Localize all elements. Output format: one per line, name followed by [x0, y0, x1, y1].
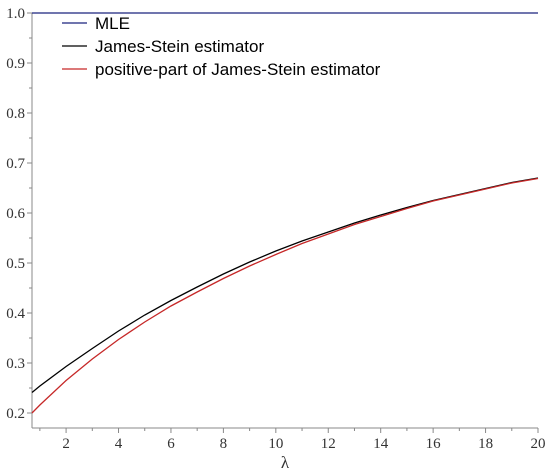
x-ticks: 2 4 6 8 10 12 14 16 18 20: [39, 428, 546, 452]
y-tick-label: 0.8: [6, 106, 25, 122]
legend: MLE James-Stein estimator positive-part of…: [62, 14, 381, 79]
x-tick-label: 14: [373, 436, 389, 452]
x-tick-label: 12: [321, 436, 336, 452]
y-tick-label: 1.0: [6, 6, 25, 22]
x-tick-label: 4: [115, 436, 123, 452]
x-tick-label: 18: [478, 436, 493, 452]
x-tick-label: 16: [426, 436, 442, 452]
x-axis-label: λ: [281, 453, 290, 472]
x-tick-label: 6: [167, 436, 175, 452]
legend-label: MLE: [95, 14, 130, 33]
y-tick-label: 0.4: [6, 306, 25, 322]
series-layer: [31, 12, 539, 414]
y-tick-label: 0.6: [6, 206, 25, 222]
x-tick-label: 20: [531, 436, 546, 452]
series-line-2: [31, 177, 539, 394]
legend-label: positive-part of James-Stein estimator: [95, 60, 381, 79]
legend-label: James-Stein estimator: [95, 37, 264, 56]
y-tick-label: 0.2: [6, 406, 25, 422]
x-tick-label: 2: [62, 436, 70, 452]
x-tick-label: 8: [220, 436, 228, 452]
y-tick-label: 0.7: [6, 156, 25, 172]
y-ticks: 0.2 0.3 0.4 0.5 0.6 0.7 0.8 0.9 1.0: [6, 6, 32, 422]
x-tick-label: 10: [268, 436, 283, 452]
y-tick-label: 0.9: [6, 56, 25, 72]
y-tick-label: 0.5: [6, 256, 25, 272]
axes: [31, 13, 538, 429]
series-line-3: [31, 177, 539, 414]
y-tick-label: 0.3: [6, 356, 25, 372]
